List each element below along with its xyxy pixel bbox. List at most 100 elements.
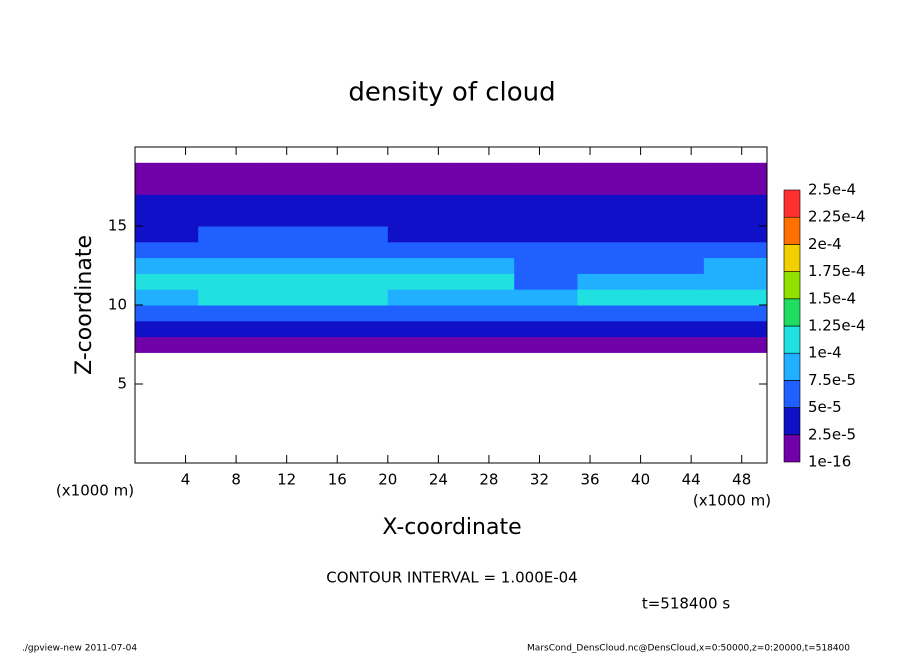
field-cell (198, 336, 262, 353)
field-cell (703, 273, 768, 290)
field-cell (261, 226, 326, 243)
field-cell (451, 194, 515, 211)
field-cell (135, 289, 199, 306)
field-cell (640, 273, 705, 290)
field-cell (577, 320, 642, 338)
field-cell (135, 305, 199, 322)
field-cell (451, 273, 515, 290)
x-tick-label: 36 (580, 471, 599, 489)
field-cell (135, 178, 199, 195)
y-axis-label: Z-coordinate (72, 235, 97, 375)
x-axis-label: X-coordinate (382, 515, 521, 540)
x-tick-label: 16 (328, 471, 347, 489)
x-tick-label: 8 (231, 471, 241, 489)
field-cell (135, 273, 199, 290)
field-cell (451, 226, 515, 243)
colorbar-label: 5e-5 (808, 398, 842, 416)
field-cell (514, 320, 578, 338)
x-unit-label: (x1000 m) (693, 492, 771, 510)
field-cell (135, 336, 199, 353)
x-tick-label: 4 (181, 471, 191, 489)
field-cell (703, 178, 768, 195)
field-cell (451, 162, 515, 180)
field-cell (577, 226, 642, 243)
field-cell (577, 257, 642, 274)
field-cell (198, 178, 262, 195)
x-tick-label: 48 (732, 471, 751, 489)
colorbar-box (783, 352, 801, 381)
field-cell (703, 289, 768, 306)
colorbar-label: 7.5e-5 (808, 371, 856, 389)
field-cell (324, 257, 389, 274)
x-tick-label: 32 (530, 471, 549, 489)
x-tick-label: 12 (277, 471, 296, 489)
field-cell (640, 320, 705, 338)
field-cell (451, 305, 515, 322)
footer-left: ./gpview-new 2011-07-04 (22, 644, 137, 654)
field-cell (261, 289, 326, 306)
field-cell (640, 336, 705, 353)
y-tick-label: 15 (108, 217, 127, 235)
field-cell (577, 305, 642, 322)
field-cell (703, 336, 768, 353)
field-cell (324, 194, 389, 211)
field-cell (324, 336, 389, 353)
field-cell (387, 194, 452, 211)
colorbar-label: 2e-4 (808, 235, 842, 253)
field-cell (451, 336, 515, 353)
field-cell (640, 194, 705, 211)
field-cell (514, 162, 578, 180)
colorbar-box (783, 434, 801, 463)
field-cell (261, 162, 326, 180)
field-cell (514, 305, 578, 322)
field-cell (198, 257, 262, 274)
x-unit-label: (x1000 m) (56, 482, 134, 500)
colorbar-box (783, 380, 801, 408)
field-cell (451, 320, 515, 338)
field-cell (135, 194, 199, 211)
colorbar-label: 1e-16 (808, 453, 851, 471)
field-cell (135, 241, 199, 259)
field-cell (198, 289, 262, 306)
field-cell (324, 320, 389, 338)
field-cell (198, 194, 262, 211)
field-cell (703, 320, 768, 338)
field-cell (261, 241, 326, 259)
field-cell (451, 210, 515, 227)
field-cell (324, 226, 389, 243)
field-cell (703, 257, 768, 274)
field-cell (640, 210, 705, 227)
y-tick-label: 5 (117, 375, 127, 393)
field-cell (135, 257, 199, 274)
colorbar-box (783, 216, 801, 245)
field-cell (387, 336, 452, 353)
field-cell (261, 305, 326, 322)
field-cell (198, 305, 262, 322)
field-cell (135, 226, 199, 243)
field-cell (577, 289, 642, 306)
field-cell (198, 273, 262, 290)
field-cell (198, 226, 262, 243)
field-cell (324, 305, 389, 322)
field-cell (640, 162, 705, 180)
field-cell (577, 336, 642, 353)
field-cell (387, 289, 452, 306)
y-tick-label: 10 (108, 296, 127, 314)
field-cell (703, 305, 768, 322)
field-cell (703, 162, 768, 180)
field-cell (261, 210, 326, 227)
field-cell (198, 210, 262, 227)
colorbar-box (783, 244, 801, 272)
field-cell (451, 178, 515, 195)
field-cell (451, 241, 515, 259)
time-label: t=518400 s (642, 595, 730, 613)
annotation: CONTOUR INTERVAL = 1.000E-04 (326, 569, 577, 587)
field-cell (514, 194, 578, 211)
field-cell (640, 226, 705, 243)
field-cell (135, 210, 199, 227)
field-cell (514, 226, 578, 243)
field-cell (387, 226, 452, 243)
colorbar-label: 2.5e-5 (808, 425, 856, 443)
field-cell (451, 289, 515, 306)
